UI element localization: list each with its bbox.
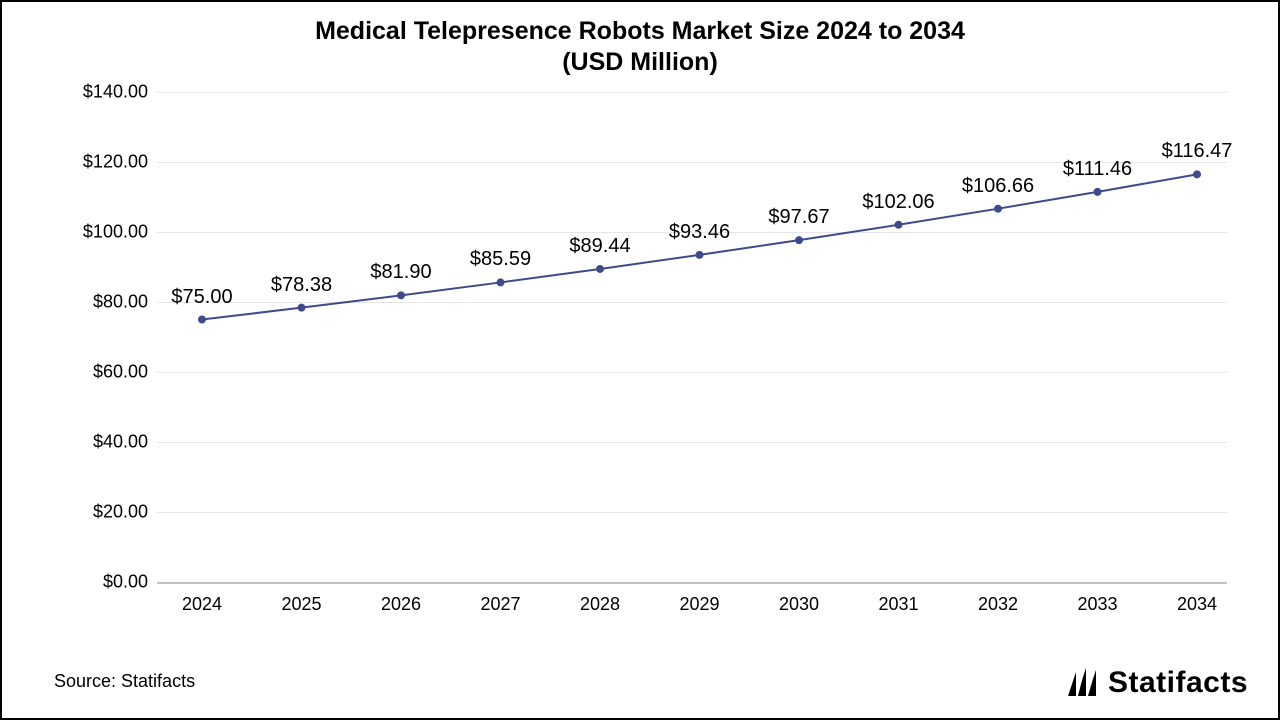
- x-tick-label: 2029: [655, 594, 745, 615]
- y-tick-label: $0.00: [48, 572, 148, 593]
- data-label: $106.66: [953, 175, 1043, 198]
- x-tick-label: 2032: [953, 594, 1043, 615]
- data-label: $116.47: [1152, 140, 1242, 163]
- y-tick-label: $80.00: [48, 292, 148, 313]
- data-point: [298, 304, 306, 312]
- data-label: $89.44: [555, 235, 645, 258]
- data-label: $93.46: [655, 221, 745, 244]
- data-point: [198, 316, 206, 324]
- series-line: [202, 174, 1197, 319]
- x-tick-label: 2027: [456, 594, 546, 615]
- data-point: [795, 236, 803, 244]
- data-label: $75.00: [157, 286, 247, 309]
- y-tick-label: $100.00: [48, 222, 148, 243]
- data-point: [397, 291, 405, 299]
- x-tick-label: 2031: [854, 594, 944, 615]
- data-label: $78.38: [257, 274, 347, 297]
- chart-title-line1: Medical Telepresence Robots Market Size …: [2, 16, 1278, 47]
- y-tick-label: $20.00: [48, 502, 148, 523]
- data-point: [497, 278, 505, 286]
- data-point: [1193, 170, 1201, 178]
- brand-name: Statifacts: [1108, 666, 1248, 700]
- data-point: [696, 251, 704, 259]
- x-tick-label: 2025: [257, 594, 347, 615]
- brand-logo: Statifacts: [1066, 666, 1248, 700]
- y-tick-label: $60.00: [48, 362, 148, 383]
- gridline: [157, 582, 1227, 584]
- data-label: $81.90: [356, 261, 446, 284]
- plot-area: $75.00 $78.38 $81.90 $85.59 $89.44 $93.46 $97.…: [157, 92, 1227, 582]
- data-point: [596, 265, 604, 273]
- y-tick-label: $140.00: [48, 82, 148, 103]
- x-tick-label: 2034: [1152, 594, 1242, 615]
- chart-title-line2: (USD Million): [2, 47, 1278, 78]
- x-tick-label: 2026: [356, 594, 446, 615]
- data-label: $97.67: [754, 206, 844, 229]
- y-tick-label: $40.00: [48, 432, 148, 453]
- data-label: $102.06: [854, 191, 944, 214]
- x-tick-label: 2028: [555, 594, 645, 615]
- chart-frame: Medical Telepresence Robots Market Size …: [0, 0, 1280, 720]
- y-tick-label: $120.00: [48, 152, 148, 173]
- chart-title: Medical Telepresence Robots Market Size …: [2, 16, 1278, 79]
- source-attribution: Source: Statifacts: [54, 671, 195, 692]
- data-point: [895, 221, 903, 229]
- x-tick-label: 2024: [157, 594, 247, 615]
- brand-icon: [1066, 666, 1100, 700]
- x-tick-label: 2033: [1053, 594, 1143, 615]
- data-label: $85.59: [456, 248, 546, 271]
- x-tick-label: 2030: [754, 594, 844, 615]
- data-point: [1094, 188, 1102, 196]
- data-label: $111.46: [1053, 158, 1143, 181]
- data-point: [994, 205, 1002, 213]
